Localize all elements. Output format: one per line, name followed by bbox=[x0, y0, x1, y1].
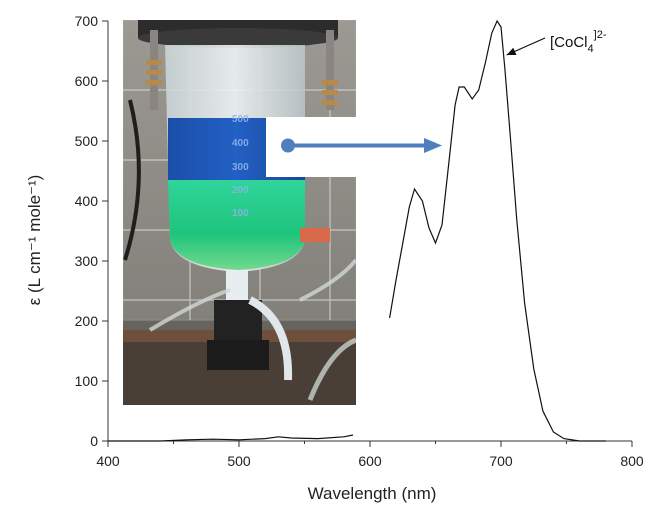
x-tick-label: 800 bbox=[620, 453, 644, 469]
x-tick-label: 400 bbox=[96, 453, 120, 469]
y-tick-label: 0 bbox=[90, 433, 98, 449]
annotation-label: [CoCl4]2- bbox=[550, 29, 607, 55]
spectrum-line-1 bbox=[108, 434, 354, 442]
beaker-mark-300: 300 bbox=[232, 162, 249, 173]
x-axis-title: Wavelength (nm) bbox=[308, 484, 437, 503]
pointer-arrow bbox=[281, 138, 442, 153]
y-tick-label: 600 bbox=[75, 73, 99, 89]
beaker-mark-500: 500 bbox=[232, 114, 249, 125]
reactor-photo: 500 400 300 200 100 bbox=[123, 20, 356, 405]
y-tick-label: 100 bbox=[75, 373, 99, 389]
x-tick-label: 700 bbox=[489, 453, 513, 469]
series-layer bbox=[108, 19, 606, 442]
y-tick-label: 500 bbox=[75, 133, 99, 149]
beaker-mark-200: 200 bbox=[232, 185, 249, 196]
y-tick-label: 400 bbox=[75, 193, 99, 209]
beaker-mark-100: 100 bbox=[232, 208, 249, 219]
beaker-mark-400: 400 bbox=[232, 138, 249, 149]
x-tick-label: 600 bbox=[358, 453, 382, 469]
y-tick-label: 300 bbox=[75, 253, 99, 269]
y-tick-label: 700 bbox=[75, 13, 99, 29]
spectrum-line-2 bbox=[389, 19, 606, 442]
y-tick-label: 200 bbox=[75, 313, 99, 329]
x-tick-label: 500 bbox=[227, 453, 251, 469]
cocl4-annotation: [CoCl4]2- bbox=[506, 29, 607, 56]
axes: 0 100 200 300 400 500 600 700 400 500 600 700 800 bbox=[75, 13, 644, 469]
y-axis-title: ε (L cm⁻¹ mole⁻¹) bbox=[25, 175, 44, 306]
